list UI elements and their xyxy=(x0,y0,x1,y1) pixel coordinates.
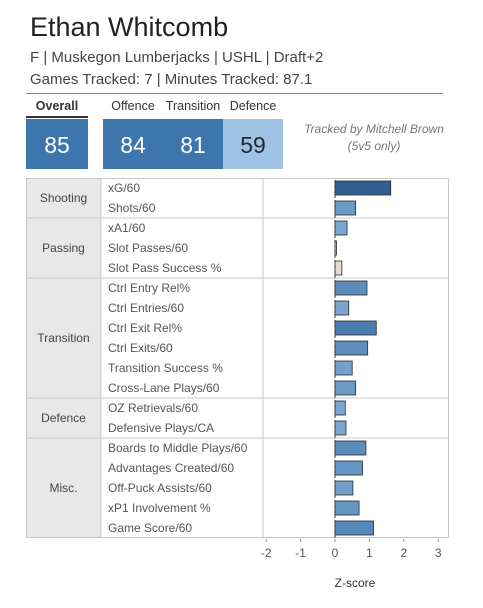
overall-score-tile: 85 xyxy=(26,119,88,169)
player-name: Ethan Whitcomb xyxy=(30,12,229,42)
tracked-by-note: Tracked by Mitchell Brown (5v5 only) xyxy=(288,121,460,155)
metric-label: Slot Passes/60 xyxy=(108,241,188,255)
transition-header: Transition xyxy=(165,99,221,113)
metric-bar xyxy=(334,320,377,336)
x-tick-label: -1 xyxy=(295,546,306,560)
metric-bar xyxy=(334,480,354,496)
metric-label: Ctrl Exit Rel% xyxy=(108,321,182,335)
metric-label: Ctrl Entries/60 xyxy=(108,301,184,315)
metric-bar xyxy=(334,420,347,436)
metric-bar xyxy=(334,460,363,476)
metric-bar xyxy=(334,360,353,376)
metric-label: Off-Puck Assists/60 xyxy=(108,481,212,495)
metric-bar xyxy=(334,520,374,536)
metric-bar xyxy=(334,440,367,456)
transition-score-tile: 81 xyxy=(163,119,223,169)
metric-label: Game Score/60 xyxy=(108,521,192,535)
metric-label: xG/60 xyxy=(108,181,140,195)
x-tick-label: 1 xyxy=(366,546,373,560)
table-frame xyxy=(26,178,449,538)
metric-bar xyxy=(334,340,369,356)
offence-score-tile: 84 xyxy=(103,119,163,169)
player-subtitle: F | Muskegon Lumberjacks | USHL | Draft+… xyxy=(30,49,324,66)
x-tick-label: 3 xyxy=(435,546,442,560)
metric-label: Transition Success % xyxy=(108,361,223,375)
metric-bar xyxy=(334,260,343,276)
x-tick-label: -2 xyxy=(261,546,272,560)
group-label: Misc. xyxy=(50,481,78,495)
overall-header: Overall xyxy=(35,99,79,113)
header-divider xyxy=(26,93,443,94)
metric-label: Defensive Plays/CA xyxy=(108,421,214,435)
tracked-by-text: Tracked by Mitchell Brown xyxy=(304,122,444,136)
group-label: Shooting xyxy=(40,191,87,205)
metric-label: xA1/60 xyxy=(108,221,146,235)
group-label: Transition xyxy=(37,331,89,345)
metric-label: Cross-Lane Plays/60 xyxy=(108,381,220,395)
metric-label: Ctrl Exits/60 xyxy=(108,341,173,355)
games-tracked-line: Games Tracked: 7 | Minutes Tracked: 87.1 xyxy=(30,71,313,88)
metric-label: Advantages Created/60 xyxy=(108,461,234,475)
metric-label: OZ Retrievals/60 xyxy=(108,401,198,415)
metric-bar xyxy=(334,220,348,236)
x-tick-label: 0 xyxy=(332,546,339,560)
metric-bar xyxy=(334,380,357,396)
metric-bar xyxy=(334,400,346,416)
metric-bar xyxy=(334,300,350,316)
overall-underline xyxy=(26,116,88,118)
metric-bar xyxy=(334,500,360,516)
x-axis-title: Z-score xyxy=(335,576,376,590)
group-label: Passing xyxy=(42,241,85,255)
defence-header: Defence xyxy=(229,99,277,113)
metric-bar xyxy=(334,280,368,296)
group-label: Defence xyxy=(41,411,86,425)
tracked-scope-text: (5v5 only) xyxy=(347,139,401,153)
defence-score-tile: 59 xyxy=(223,119,283,169)
offence-header: Offence xyxy=(111,99,155,113)
metric-bar xyxy=(334,200,357,216)
metric-label: Slot Pass Success % xyxy=(108,261,222,275)
x-tick-label: 2 xyxy=(400,546,407,560)
metric-label: xP1 Involvement % xyxy=(108,501,211,515)
metric-label: Ctrl Entry Rel% xyxy=(108,281,190,295)
metric-label: Shots/60 xyxy=(108,201,156,215)
category-column-bg xyxy=(26,178,101,538)
metric-bar xyxy=(334,180,392,196)
metric-label: Boards to Middle Plays/60 xyxy=(108,441,248,455)
